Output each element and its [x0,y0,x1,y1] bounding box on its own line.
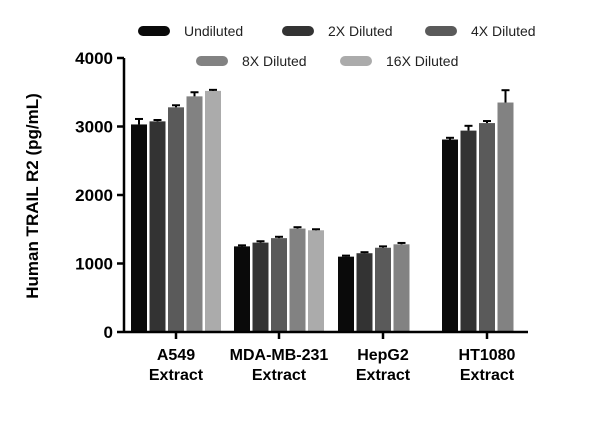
bar-2-2 [375,247,391,332]
y-axis-title: Human TRAIL R2 (pg/mL) [23,93,42,299]
plot-area [131,88,514,333]
bar-1-0 [149,121,166,332]
bar-3-1 [289,228,306,332]
bar-1-1 [252,242,269,332]
bar-0-1 [234,246,250,332]
bar-3-3 [497,102,514,333]
legend-label-0: Undiluted [184,23,243,39]
x-tick-label-1: MDA-MB-231 Extract [230,347,329,384]
bar-4-1 [308,230,324,332]
legend-swatch-4 [340,56,372,66]
axes: 0 1000 2000 3000 4000 A549 Extract MDA-MB-231 Ex… [75,49,528,384]
legend-item-4: 16X Diluted [340,53,458,69]
y-tick-label-3: 3000 [75,118,113,137]
legend-swatch-2 [425,26,457,36]
legend-item-1: 2X Diluted [282,23,393,39]
legend-label-1: 2X Diluted [328,23,393,39]
legend-swatch-0 [138,26,170,36]
legend-label-2: 4X Diluted [471,23,536,39]
legend-label-3: 8X Diluted [242,53,307,69]
bar-4-0 [205,90,221,332]
legend-label-4: 16X Diluted [386,53,458,69]
y-tick-label-1: 1000 [75,255,113,274]
legend-swatch-3 [196,56,228,66]
bar-0-0 [131,124,147,332]
bar-0-3 [442,139,458,332]
x-tick-label-2: HepG2 Extract [356,347,411,384]
y-tick-label-4: 4000 [75,49,113,68]
legend-item-0: Undiluted [138,23,243,39]
x-tick-label-3: HT1080 Extract [459,347,516,384]
legend-item-2: 4X Diluted [425,23,536,39]
bar-0-2 [338,256,354,332]
bar-1-3 [460,130,477,332]
y-tick-label-2: 2000 [75,186,113,205]
bar-3-2 [393,244,410,332]
legend-item-3: 8X Diluted [196,53,307,69]
legend: Undiluted 2X Diluted 4X Diluted 8X Diluted 1… [138,23,536,69]
bar-3-0 [186,96,203,332]
y-tick-label-0: 0 [104,323,113,342]
bar-2-1 [271,238,287,332]
bar-2-0 [168,107,184,332]
x-tick-label-0: A549 Extract [149,347,204,384]
bar-1-2 [356,253,373,332]
legend-swatch-1 [282,26,314,36]
bar-2-3 [479,123,495,332]
